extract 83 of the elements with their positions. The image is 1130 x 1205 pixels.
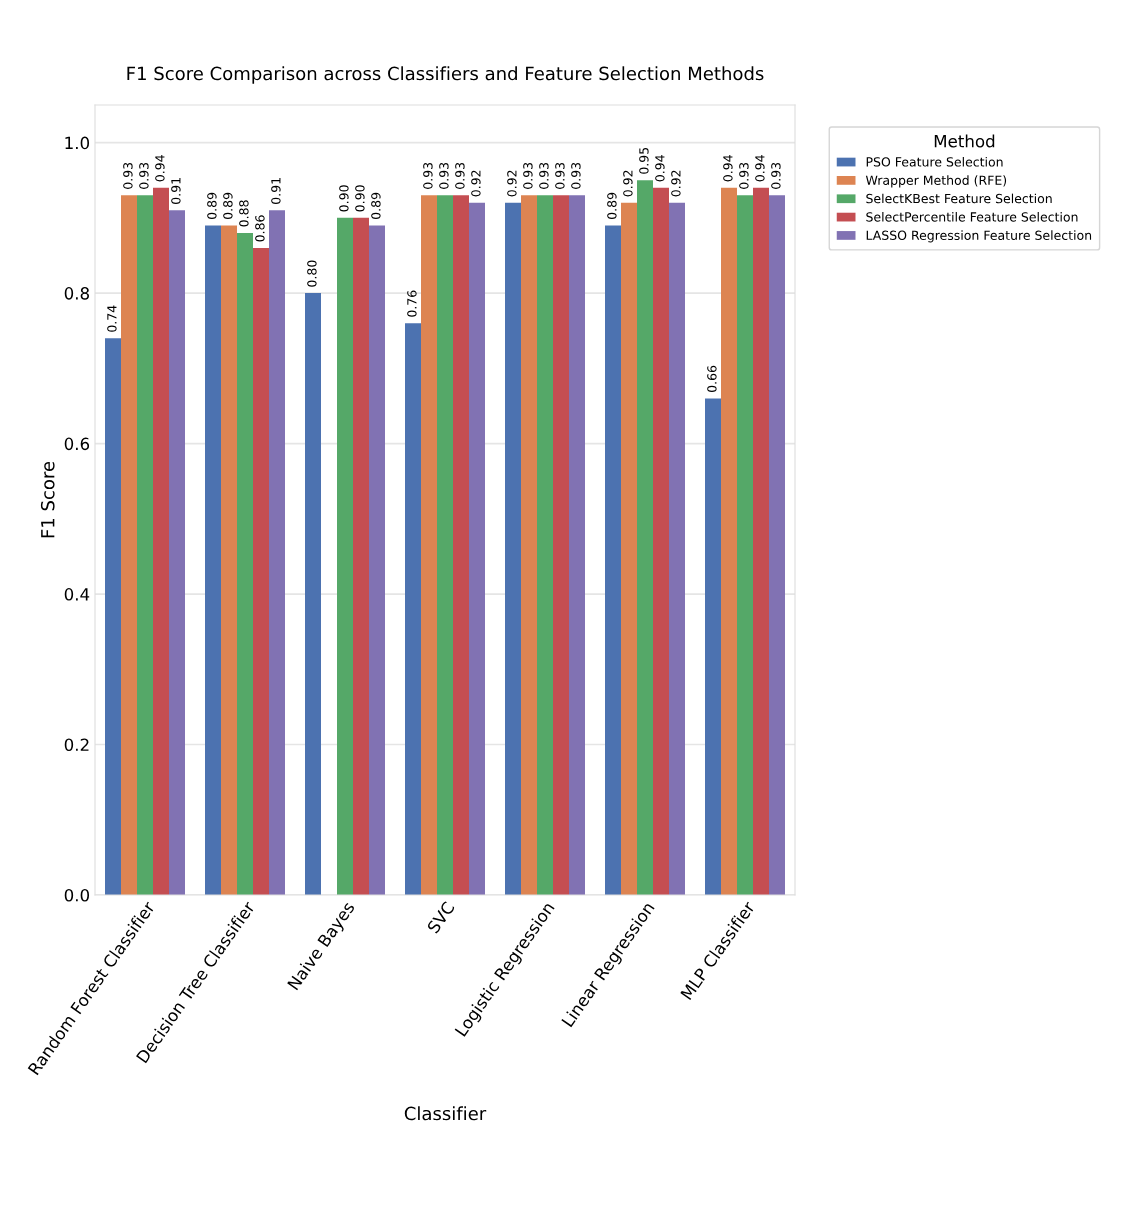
bar [705, 398, 721, 895]
data-label: 0.93 [771, 162, 781, 189]
data-label: 0.92 [671, 170, 681, 197]
bar [769, 195, 785, 895]
y-tick-label: 1.0 [65, 136, 90, 150]
data-label: 0.86 [255, 215, 265, 242]
bar [453, 195, 469, 895]
bar [205, 225, 221, 895]
data-label: 0.93 [455, 162, 465, 189]
data-label: 0.91 [171, 178, 181, 204]
legend-label: LASSO Regression Feature Selection [866, 230, 1092, 243]
legend-label: Wrapper Method (RFE) [865, 175, 1007, 188]
bar [505, 202, 521, 895]
bar [669, 202, 685, 895]
data-label: 0.90 [339, 185, 349, 212]
bar [721, 187, 737, 895]
data-label: 0.93 [539, 162, 549, 189]
bar [437, 195, 453, 895]
data-label: 0.80 [307, 260, 317, 287]
data-label: 0.93 [139, 162, 149, 189]
data-label: 0.93 [555, 162, 565, 189]
data-label: 0.92 [507, 170, 517, 197]
bar [353, 217, 369, 895]
y-tick-label: 0.2 [64, 738, 89, 752]
bar [337, 217, 353, 895]
y-axis-title: F1 Score [40, 461, 55, 538]
data-label: 0.92 [471, 170, 481, 197]
y-tick-label: 0.4 [64, 588, 90, 601]
data-label: 0.95 [639, 147, 649, 174]
data-label: 0.89 [223, 192, 233, 219]
bar [737, 195, 753, 895]
data-label: 0.93 [439, 162, 449, 189]
data-label: 0.93 [423, 162, 433, 189]
data-label: 0.66 [707, 365, 717, 393]
data-label: 0.94 [723, 155, 733, 182]
bar [153, 187, 169, 895]
bar [421, 195, 437, 895]
bar [521, 195, 537, 895]
data-label: 0.89 [607, 192, 617, 219]
bar [553, 195, 569, 895]
legend-label: SelectPercentile Feature Selection [866, 211, 1078, 222]
bar [137, 195, 153, 895]
bar [369, 225, 385, 895]
bar [469, 202, 485, 895]
bar [621, 202, 637, 895]
bar [605, 225, 621, 895]
bar [305, 293, 321, 895]
data-label: 0.94 [655, 155, 665, 182]
data-label: 0.76 [407, 290, 417, 317]
legend-title: Method [934, 134, 995, 148]
legend-label: SelectKBest Feature Selection [866, 193, 1052, 204]
data-label: 0.93 [123, 162, 133, 189]
bar [121, 195, 137, 895]
data-label: 0.94 [755, 155, 765, 182]
data-label: 0.89 [371, 192, 381, 219]
bar [237, 232, 253, 895]
bar [221, 225, 237, 895]
bar [537, 195, 553, 895]
bar [269, 210, 285, 895]
data-label: 0.93 [571, 162, 581, 189]
bar [405, 323, 421, 895]
y-tick-label: 0.8 [64, 287, 89, 300]
chart-title: F1 Score Comparison across Classifiers and Feature Selection Methods [127, 66, 764, 84]
x-axis-title: Classifier [404, 1106, 487, 1121]
bar [569, 195, 585, 895]
data-label: 0.93 [739, 162, 749, 189]
data-label: 0.88 [239, 200, 249, 227]
y-tick-label: 0.6 [64, 437, 90, 451]
data-label: 0.93 [523, 162, 533, 189]
data-label: 0.90 [355, 185, 365, 212]
bar [105, 338, 121, 895]
data-label: 0.92 [623, 170, 633, 197]
legend-label: PSO Feature Selection [866, 156, 1003, 167]
bar [653, 187, 669, 895]
bar [253, 247, 269, 895]
bar [753, 187, 769, 895]
data-label: 0.91 [271, 178, 281, 204]
data-label: 0.89 [207, 192, 217, 219]
y-tick-label: 0.0 [64, 888, 90, 902]
bar [169, 210, 185, 895]
bar [637, 180, 653, 895]
data-label: 0.74 [107, 305, 117, 332]
data-label: 0.94 [155, 155, 165, 182]
